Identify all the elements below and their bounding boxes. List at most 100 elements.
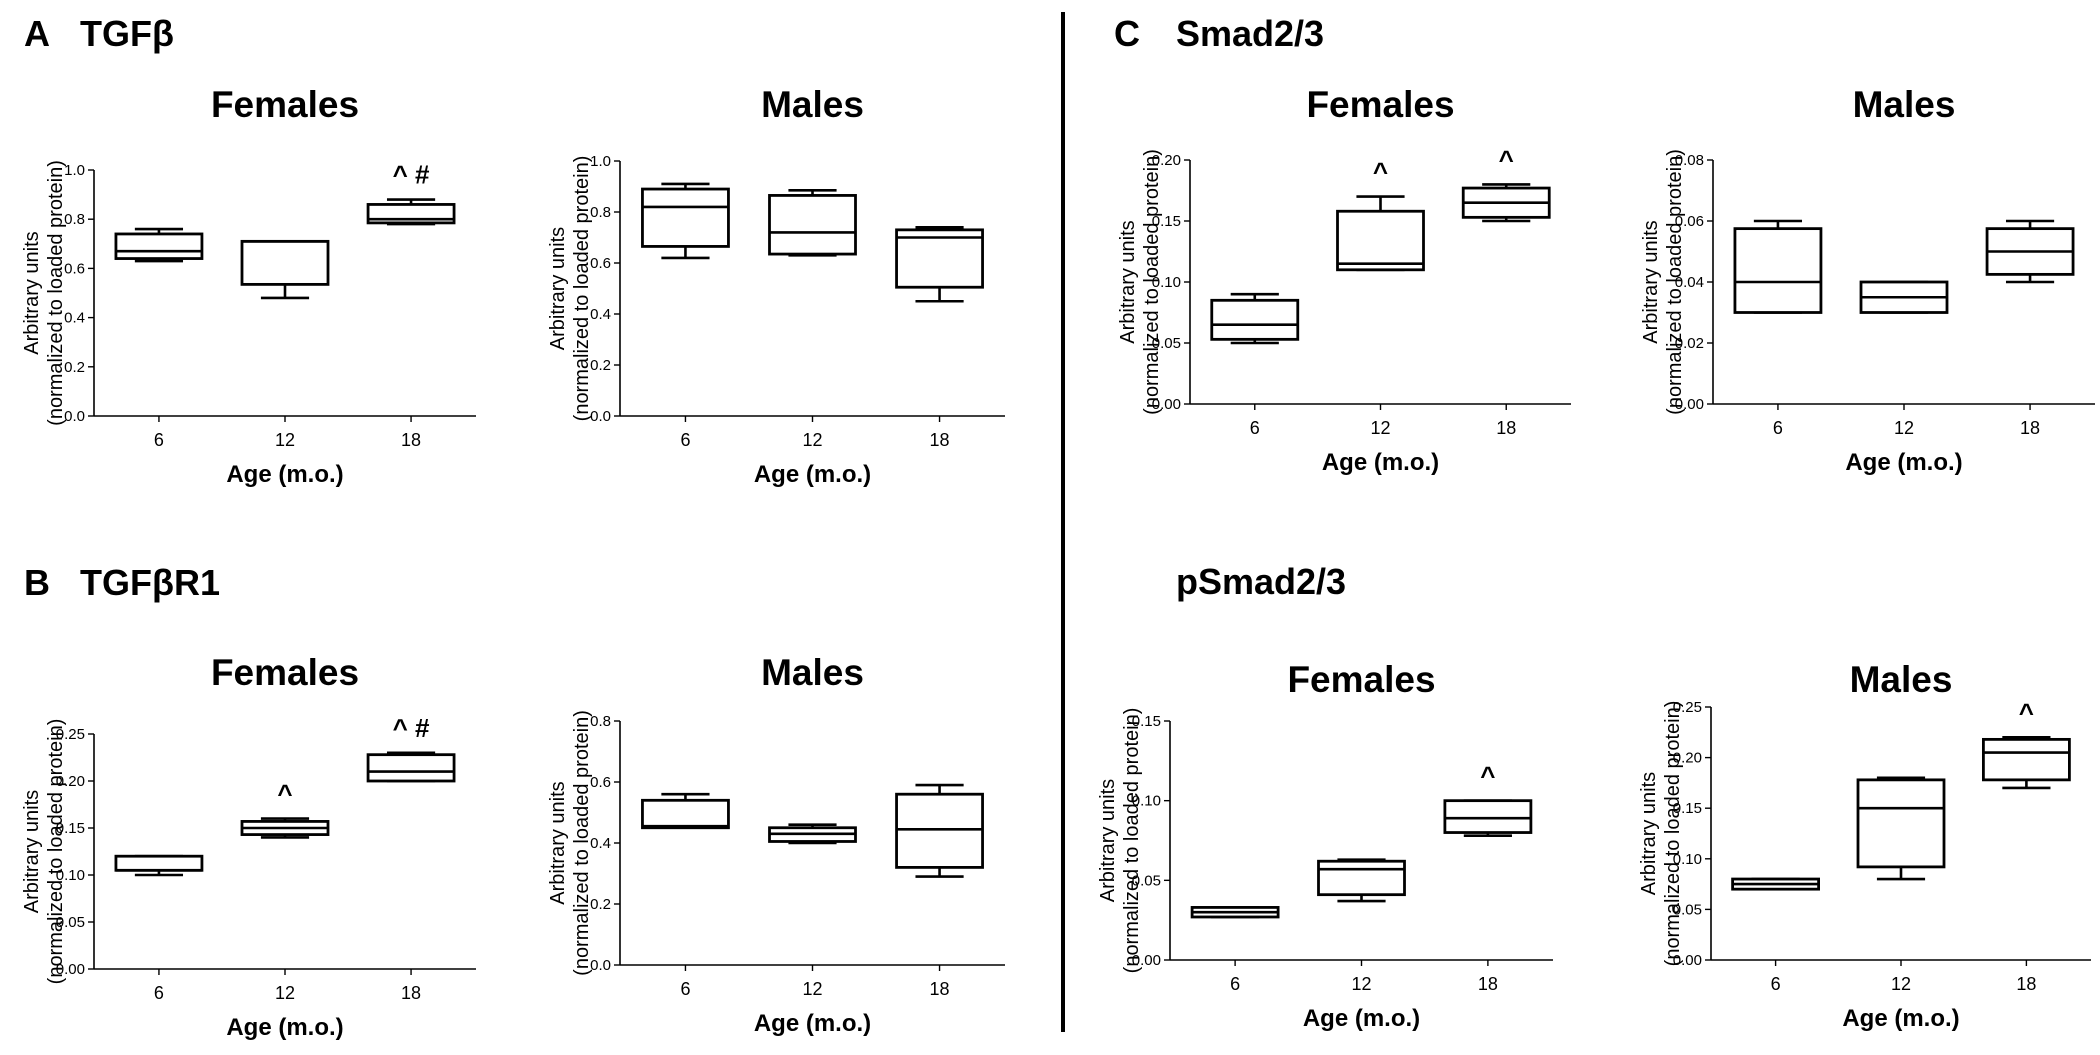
y-axis-title-line2: (normalized to loaded protein) xyxy=(1662,701,1684,967)
box-6 xyxy=(114,227,204,263)
box-6 xyxy=(1733,219,1823,314)
box-18 xyxy=(1985,219,2075,284)
iqr-box xyxy=(1336,209,1425,272)
y-tick-label: 0.8 xyxy=(590,204,611,221)
x-tick-label: 18 xyxy=(2016,974,2036,994)
panel-title-b: TGFβR1 xyxy=(80,562,220,603)
y-tick-label: 0.25 xyxy=(56,726,85,743)
y-tick-label: 0.0 xyxy=(590,408,611,425)
y-axis-title-line1: Arbitrary units xyxy=(547,781,569,904)
box-12 xyxy=(240,239,330,300)
boxplot-c-males: Males 0.00 0.02 0.04 0.06 0.08 6 12 18 Age (m.o.)… xyxy=(1640,84,2095,476)
iqr-box xyxy=(768,194,857,256)
y-axis-title-line1: Arbitrary units xyxy=(21,231,43,354)
significance-mark: ^ xyxy=(277,779,292,809)
boxplot-c-females: Females 0.00 0.05 0.10 0.15 0.20 6 12 ^ 18 ^ Age (m… xyxy=(1117,84,1571,476)
y-tick-label: 0.10 xyxy=(56,867,85,884)
chart-title: Males xyxy=(1850,659,1953,700)
y-axis-title-line1: Arbitrary units xyxy=(1097,779,1119,902)
boxplot-c2-males: Males 0.00 0.05 0.10 0.15 0.20 0.25 6 12 18 ^ Age (… xyxy=(1638,659,2091,1032)
y-tick-label: 0.4 xyxy=(590,306,611,323)
y-tick-label: 0.04 xyxy=(1675,274,1704,291)
x-tick-label: 12 xyxy=(1351,974,1371,994)
y-tick-label: 0.6 xyxy=(590,774,611,791)
box-18 xyxy=(895,226,984,303)
iqr-box xyxy=(1733,227,1823,314)
y-axis-title-line1: Arbitrary units xyxy=(21,790,43,913)
x-tick-label: 18 xyxy=(930,979,950,999)
box-18: ^ xyxy=(1443,761,1533,838)
x-axis-title: Age (m.o.) xyxy=(1842,1005,1959,1032)
y-tick-label: 0.10 xyxy=(1132,793,1161,810)
box-6 xyxy=(641,792,730,830)
box-18: ^ # xyxy=(366,160,456,226)
iqr-box xyxy=(114,232,204,260)
iqr-box xyxy=(114,854,204,872)
boxplot-c2-females: Females 0.00 0.05 0.10 0.15 6 12 18 ^ Age (m.o.) A… xyxy=(1097,659,1553,1032)
y-tick-label: 0.2 xyxy=(590,896,611,913)
y-tick-label: 0.4 xyxy=(590,835,611,852)
panel-letter-c: C xyxy=(1114,13,1140,54)
y-tick-label: 0.8 xyxy=(590,713,611,730)
y-tick-label: 0.00 xyxy=(1675,396,1704,413)
significance-mark: ^ # xyxy=(393,160,430,190)
chart-title: Males xyxy=(761,84,864,125)
charts-group: Females 0.0 0.2 0.4 0.6 0.8 1.0 6 12 18 ^ # Age (m.… xyxy=(21,84,2095,1041)
significance-mark: ^ xyxy=(1480,761,1495,791)
y-tick-label: 0.20 xyxy=(56,773,85,790)
y-axis-title-line1: Arbitrary units xyxy=(1638,772,1660,895)
y-tick-label: 0.15 xyxy=(56,820,85,837)
y-axis-title-line1: Arbitrary units xyxy=(1640,220,1662,343)
y-axis-title-line1: Arbitrary units xyxy=(1117,220,1139,343)
box-12 xyxy=(1859,280,1949,314)
x-tick-label: 18 xyxy=(930,430,950,450)
y-tick-label: 0.08 xyxy=(1675,152,1704,169)
x-tick-label: 6 xyxy=(154,430,164,450)
significance-mark: ^ xyxy=(2019,697,2034,727)
iqr-box xyxy=(1856,778,1946,869)
y-tick-label: 1.0 xyxy=(64,162,85,179)
y-tick-label: 1.0 xyxy=(590,153,611,170)
x-tick-label: 12 xyxy=(275,983,295,1003)
x-axis-title: Age (m.o.) xyxy=(754,461,871,488)
box-18: ^ # xyxy=(366,713,456,783)
y-tick-label: 0.20 xyxy=(1152,152,1181,169)
chart-title: Females xyxy=(211,652,359,693)
x-tick-label: 6 xyxy=(1250,418,1260,438)
y-tick-label: 0.10 xyxy=(1673,851,1702,868)
box-6 xyxy=(114,854,204,877)
y-tick-label: 0.10 xyxy=(1152,274,1181,291)
chart-title: Females xyxy=(211,84,359,125)
box-12 xyxy=(768,189,857,257)
iqr-box xyxy=(895,792,984,869)
y-tick-label: 0.0 xyxy=(590,957,611,974)
y-axis-title-line2: (normalized to loaded protein) xyxy=(571,710,593,976)
x-axis-title: Age (m.o.) xyxy=(226,461,343,488)
y-tick-label: 0.05 xyxy=(1152,335,1181,352)
y-axis-title-line2: (normalized to loaded protein) xyxy=(571,156,593,422)
iqr-box xyxy=(895,228,984,289)
boxplot-b-males: Males 0.0 0.2 0.4 0.6 0.8 6 12 18 Age (m.o.) Arbit… xyxy=(547,652,1005,1037)
chart-title: Males xyxy=(1853,84,1956,125)
y-axis-title-line1: Arbitrary units xyxy=(547,227,569,350)
boxplot-b-females: Females 0.00 0.05 0.10 0.15 0.20 0.25 6 12 ^ 18 ^ #… xyxy=(21,652,476,1041)
chart-title: Males xyxy=(761,652,864,693)
x-tick-label: 6 xyxy=(680,430,690,450)
iqr-box xyxy=(1210,298,1300,341)
iqr-box xyxy=(641,798,730,830)
y-tick-label: 0.00 xyxy=(1673,952,1702,969)
x-tick-label: 12 xyxy=(1894,418,1914,438)
x-tick-label: 12 xyxy=(802,430,822,450)
y-tick-label: 0.05 xyxy=(1132,872,1161,889)
x-tick-label: 6 xyxy=(1771,974,1781,994)
x-axis-title: Age (m.o.) xyxy=(226,1014,343,1041)
y-tick-label: 0.02 xyxy=(1675,335,1704,352)
y-tick-label: 0.0 xyxy=(64,408,85,425)
chart-title: Females xyxy=(1306,84,1454,125)
panel-letter-b: B xyxy=(24,562,50,603)
x-tick-label: 12 xyxy=(1891,974,1911,994)
x-tick-label: 18 xyxy=(2020,418,2040,438)
y-tick-label: 0.15 xyxy=(1152,213,1181,230)
boxplot-a-males: Males 0.0 0.2 0.4 0.6 0.8 1.0 6 12 18 Age (m.o.) Ar… xyxy=(547,84,1005,488)
